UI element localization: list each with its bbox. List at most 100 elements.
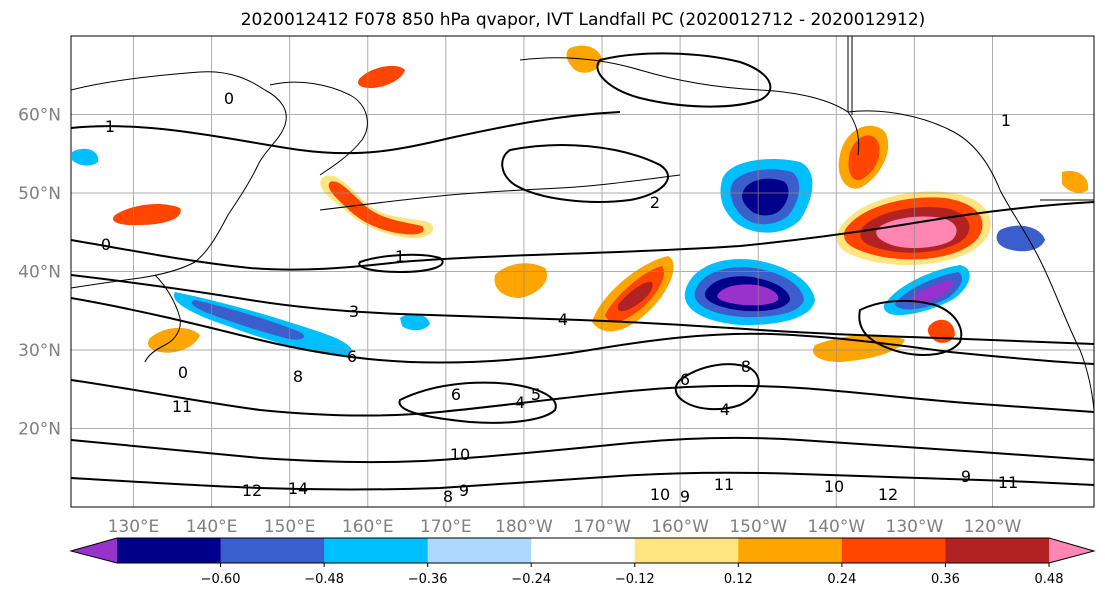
contour-label: 9 bbox=[680, 487, 690, 506]
latitude-label: 40°N bbox=[18, 263, 61, 283]
longitude-label: 150°E bbox=[264, 517, 316, 537]
contour-label: 1 bbox=[395, 247, 405, 266]
anomaly-region-small-west bbox=[400, 313, 430, 331]
contour-line bbox=[71, 274, 1094, 345]
contour-label: 10 bbox=[824, 477, 844, 496]
colorbar-tick-label: −0.36 bbox=[408, 572, 448, 587]
contour-line bbox=[71, 297, 1094, 365]
colorbar-extend-min bbox=[71, 538, 117, 563]
contour-label: 11 bbox=[998, 473, 1018, 492]
contour-label: 8 bbox=[443, 487, 453, 506]
longitude-label: 160°E bbox=[342, 517, 394, 537]
longitude-label: 170°W bbox=[573, 517, 631, 537]
contour-label: 5 bbox=[531, 385, 541, 404]
contour-label: 4 bbox=[720, 400, 730, 419]
contour-label: 1 bbox=[1001, 111, 1011, 130]
longitude-label: 140°W bbox=[807, 517, 865, 537]
colorbar-segment bbox=[738, 538, 843, 563]
contour-label: 12 bbox=[242, 481, 262, 500]
contour-line bbox=[674, 363, 760, 411]
colorbar-segment bbox=[945, 538, 1050, 563]
coastline-japan bbox=[144, 274, 181, 363]
contour-label: 11 bbox=[172, 397, 192, 416]
colorbar-ticks: −0.60 −0.48 −0.36 −0.24 −0.12 0.12 0.24 0.36 0.4… bbox=[201, 563, 1063, 587]
colorbar-segment bbox=[841, 538, 946, 563]
contour-label: 12 bbox=[878, 485, 898, 504]
colorbar-outline bbox=[69, 537, 1096, 564]
anomaly-region-central-pacific-max bbox=[617, 281, 653, 312]
longitude-label: 150°W bbox=[729, 517, 787, 537]
colorbar-segment bbox=[117, 538, 222, 563]
colorbar-tick-label: 0.36 bbox=[931, 572, 960, 587]
colorbar-tick-label: −0.24 bbox=[511, 572, 551, 587]
contour-label: 8 bbox=[741, 357, 751, 376]
contour-label: 3 bbox=[349, 302, 359, 321]
latitude-label: 30°N bbox=[18, 341, 61, 361]
colorbar-segment bbox=[220, 538, 325, 563]
anomaly-region-japan-jet-core bbox=[191, 300, 305, 340]
colorbar-segment bbox=[324, 538, 429, 563]
colorbar-tick-label: −0.60 bbox=[201, 572, 241, 587]
contour-label: 11 bbox=[714, 475, 734, 494]
contour-label: 0 bbox=[224, 89, 234, 108]
anomaly-region-subtropic-west bbox=[148, 327, 200, 353]
longitude-label: 140°E bbox=[186, 517, 238, 537]
anomaly-region-gulf-alaska-west-max bbox=[742, 178, 789, 216]
contour-label: 9 bbox=[961, 467, 971, 486]
contour-label: 4 bbox=[515, 393, 525, 412]
colorbar-segments bbox=[71, 538, 1094, 563]
anomaly-region-west-pacific-core bbox=[328, 181, 424, 235]
longitude-label: 170°E bbox=[420, 517, 472, 537]
anomaly-region-okhotsk bbox=[358, 65, 405, 88]
latitude-labels: 60°N 50°N 40°N 30°N 20°N bbox=[18, 106, 61, 440]
negative-anomaly-regions bbox=[72, 148, 1045, 356]
contour-label: 0 bbox=[178, 363, 188, 382]
colorbar: −0.60 −0.48 −0.36 −0.24 −0.12 0.12 0.24 0.36 0.4… bbox=[69, 537, 1096, 587]
coastline-kamchatka bbox=[269, 81, 368, 176]
colorbar-extend-max bbox=[1049, 538, 1094, 563]
ivt-contours bbox=[71, 52, 1094, 491]
longitude-label: 160°W bbox=[651, 517, 709, 537]
map-panel: 1 2 1 3 4 6 0 8 6 4 5 8 4 6 10 11 14 12 … bbox=[70, 35, 1095, 508]
longitude-label: 130°E bbox=[108, 517, 160, 537]
contour-line bbox=[501, 144, 669, 203]
contour-label: 8 bbox=[293, 367, 303, 386]
contour-label: 9 bbox=[459, 481, 469, 500]
contour-label: 1 bbox=[105, 117, 115, 136]
contour-line bbox=[71, 201, 1094, 271]
contour-labels: 1 2 1 3 4 6 0 8 6 4 5 8 4 6 10 11 14 12 … bbox=[101, 89, 1018, 506]
contour-label: 10 bbox=[650, 485, 670, 504]
contour-label: 6 bbox=[347, 347, 357, 366]
longitude-labels: 130°E 140°E 150°E 160°E 170°E 180°W 170°W 160°W… bbox=[108, 517, 1022, 537]
anomaly-region-california-offshore-max bbox=[910, 280, 953, 304]
latitude-label: 50°N bbox=[18, 184, 61, 204]
contour-label: 10 bbox=[450, 445, 470, 464]
anomaly-region-japan-east bbox=[112, 204, 181, 226]
latitude-label: 20°N bbox=[18, 420, 61, 440]
colorbar-segment bbox=[427, 538, 532, 563]
contour-line bbox=[71, 436, 1094, 464]
contour-label: 2 bbox=[650, 193, 660, 212]
contour-line bbox=[596, 52, 772, 108]
anomaly-region-gulf-alaska-north-core bbox=[848, 135, 880, 181]
contour-label: 4 bbox=[558, 310, 568, 329]
contour-line bbox=[858, 299, 963, 356]
shaded-anomaly-field bbox=[72, 45, 1089, 362]
longitude-label: 120°W bbox=[964, 517, 1022, 537]
coastline-aleutians bbox=[319, 174, 681, 211]
contour-label: 0 bbox=[101, 235, 111, 254]
contour-label: 14 bbox=[288, 479, 308, 498]
map-frame bbox=[70, 35, 1095, 508]
colorbar-tick-label: 0.12 bbox=[724, 572, 753, 587]
anomaly-region-gulf-alaska-south-peak bbox=[876, 216, 957, 248]
contour-label: 6 bbox=[680, 370, 690, 389]
anomaly-region-nw-corner bbox=[72, 148, 99, 166]
coastline-asia bbox=[71, 71, 287, 289]
contour-line bbox=[71, 471, 1094, 491]
contour-line bbox=[71, 111, 621, 155]
longitude-label: 180°W bbox=[495, 517, 553, 537]
colorbar-tick-label: 0.24 bbox=[827, 572, 856, 587]
contour-label: 6 bbox=[451, 385, 461, 404]
figure-title: 2020012412 F078 850 hPa qvapor, IVT Land… bbox=[241, 10, 926, 30]
